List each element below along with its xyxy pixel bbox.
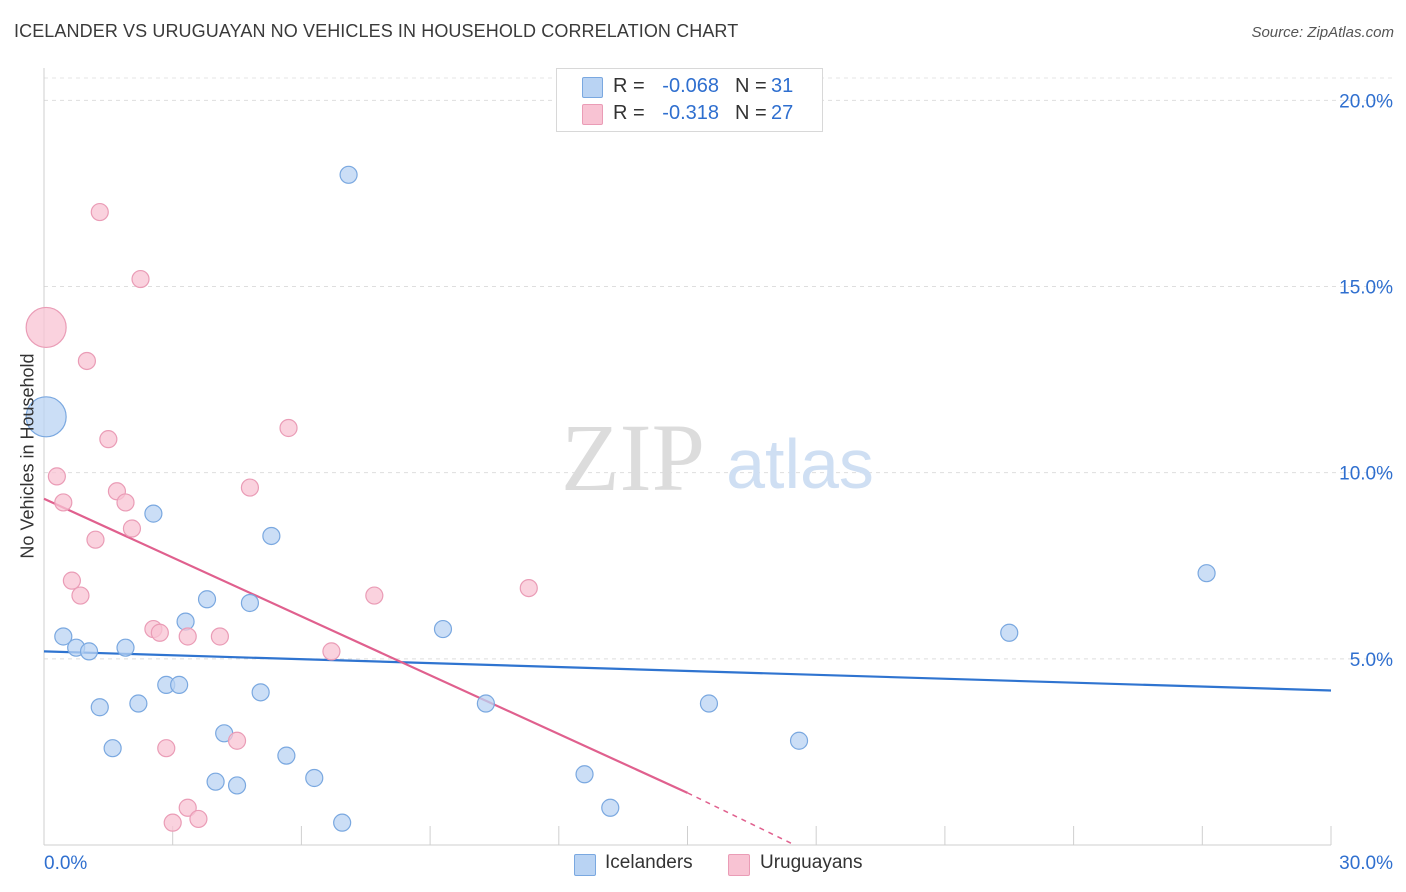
point-icelanders — [176, 612, 195, 631]
data-points — [25, 165, 1216, 832]
legend-r-value: -0.068 — [662, 75, 719, 97]
point-icelanders — [116, 638, 135, 657]
point-uruguayans — [178, 627, 197, 646]
point-icelanders — [144, 504, 163, 523]
watermark: ZIP atlas — [561, 404, 874, 511]
y-axis-label: No Vehicles in Household — [17, 353, 38, 559]
point-uruguayans — [54, 493, 73, 512]
legend-r-label: R = — [613, 102, 645, 124]
point-icelanders — [1000, 623, 1019, 642]
point-icelanders — [25, 396, 67, 438]
point-uruguayans — [71, 586, 90, 605]
stats-legend: R = -0.068 N = 31 R = -0.318 N = 27 — [556, 68, 823, 132]
point-icelanders — [79, 642, 99, 661]
legend-r-value: -0.318 — [662, 102, 719, 124]
legend-n-label: N = — [735, 102, 767, 124]
point-uruguayans — [189, 809, 208, 829]
point-uruguayans — [210, 627, 229, 646]
point-uruguayans — [131, 269, 150, 289]
point-icelanders — [575, 765, 594, 784]
legend-row-uruguayans: R = -0.318 N = 27 — [557, 100, 822, 128]
point-uruguayans — [178, 798, 197, 817]
point-icelanders — [240, 593, 260, 613]
point-icelanders — [103, 739, 122, 758]
y-tick-label: 20.0% — [1339, 91, 1393, 112]
point-icelanders — [699, 694, 719, 713]
point-uruguayans — [122, 519, 142, 538]
point-uruguayans — [25, 306, 67, 349]
point-uruguayans — [227, 731, 247, 750]
point-uruguayans — [365, 586, 384, 605]
point-uruguayans — [62, 571, 81, 590]
point-icelanders — [277, 746, 296, 765]
point-uruguayans — [90, 202, 109, 222]
point-icelanders — [129, 694, 148, 713]
axes — [43, 68, 1332, 846]
legend-label-uruguayans: Uruguayans — [760, 852, 863, 873]
tick-labels: 5.0% 10.0% 15.0% 20.0% 0.0% 30.0% — [44, 91, 1393, 874]
y-tick-label: 5.0% — [1350, 650, 1393, 671]
legend-n-value: 27 — [771, 102, 794, 124]
chart-title: ICELANDER VS URUGUAYAN NO VEHICLES IN HO… — [14, 21, 739, 41]
y-tick-label: 10.0% — [1339, 464, 1393, 485]
watermark-zip: ZIP — [561, 404, 705, 511]
point-uruguayans — [279, 418, 298, 438]
point-icelanders — [90, 698, 109, 717]
point-icelanders — [197, 590, 217, 609]
point-icelanders — [433, 619, 453, 639]
point-uruguayans — [157, 739, 176, 758]
point-icelanders — [227, 776, 247, 795]
legend-n-label: N = — [735, 75, 767, 97]
legend-swatch-blue — [582, 77, 603, 98]
point-icelanders — [206, 772, 225, 791]
point-uruguayans — [150, 623, 169, 642]
legend-swatch-icelanders — [574, 854, 596, 876]
source-label: Source: ZipAtlas.com — [1251, 24, 1394, 41]
point-icelanders — [305, 768, 324, 788]
point-icelanders — [251, 683, 270, 702]
trend-line-uruguayans-extension — [687, 792, 796, 846]
point-icelanders — [476, 694, 495, 713]
point-icelanders — [170, 675, 189, 694]
x-tick-label: 0.0% — [44, 853, 87, 874]
legend-swatch-pink — [582, 104, 603, 125]
point-uruguayans — [322, 642, 341, 661]
x-tick-label: 30.0% — [1339, 853, 1393, 874]
point-icelanders — [339, 165, 358, 184]
trend-line-icelanders — [43, 650, 1332, 692]
trend-lines — [43, 497, 1332, 846]
point-icelanders — [601, 798, 620, 817]
y-tick-label: 15.0% — [1339, 278, 1393, 299]
point-icelanders — [333, 813, 352, 832]
point-uruguayans — [240, 478, 260, 497]
watermark-atlas: atlas — [726, 425, 874, 503]
legend-label-icelanders: Icelanders — [605, 852, 693, 873]
point-uruguayans — [86, 530, 105, 549]
point-uruguayans — [77, 351, 97, 371]
point-icelanders — [789, 731, 809, 750]
point-icelanders — [54, 627, 73, 646]
trend-line-uruguayans — [43, 497, 688, 794]
legend-r-label: R = — [613, 75, 645, 97]
legend-row-icelanders: R = -0.068 N = 31 — [557, 73, 822, 101]
point-uruguayans — [99, 430, 118, 449]
grid-lines — [44, 77, 1395, 660]
point-uruguayans — [163, 813, 182, 832]
point-icelanders — [262, 526, 281, 546]
legend-swatch-uruguayans — [728, 854, 750, 876]
point-uruguayans — [47, 467, 66, 486]
point-uruguayans — [116, 493, 135, 512]
point-icelanders — [1197, 564, 1216, 583]
point-uruguayans — [519, 578, 538, 598]
legend-n-value: 31 — [771, 75, 794, 97]
